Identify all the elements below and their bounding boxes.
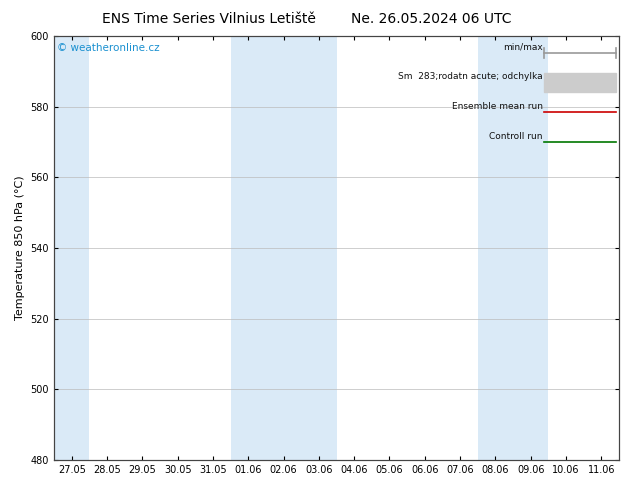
- Text: Sm  283;rodatn acute; odchylka: Sm 283;rodatn acute; odchylka: [398, 72, 543, 81]
- Y-axis label: Temperature 850 hPa (°C): Temperature 850 hPa (°C): [15, 176, 25, 320]
- Bar: [231, 36, 266, 460]
- Bar: [266, 36, 301, 460]
- Text: ENS Time Series Vilnius Letiště: ENS Time Series Vilnius Letiště: [102, 12, 316, 26]
- Text: © weatheronline.cz: © weatheronline.cz: [57, 43, 160, 52]
- Bar: [54, 36, 89, 460]
- Bar: [513, 36, 548, 460]
- Bar: [478, 36, 513, 460]
- Text: min/max: min/max: [503, 43, 543, 51]
- Bar: [545, 74, 616, 92]
- Text: Ensemble mean run: Ensemble mean run: [452, 102, 543, 111]
- Text: Controll run: Controll run: [489, 131, 543, 141]
- Bar: [301, 36, 337, 460]
- Text: Ne. 26.05.2024 06 UTC: Ne. 26.05.2024 06 UTC: [351, 12, 512, 26]
